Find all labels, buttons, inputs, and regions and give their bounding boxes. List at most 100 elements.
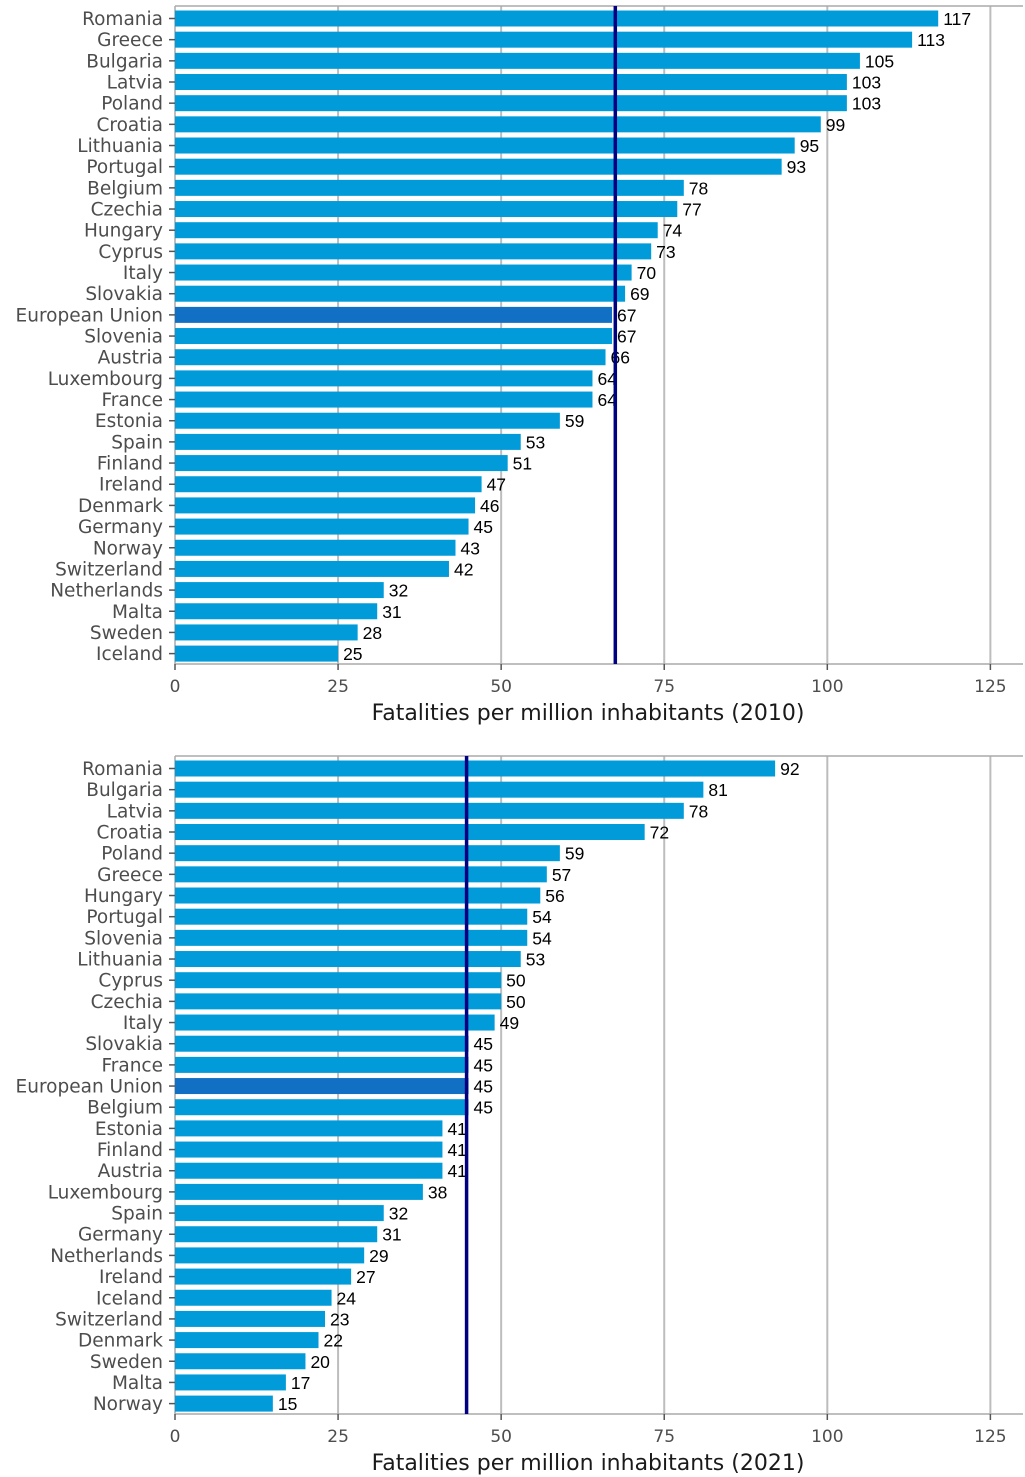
chart-panel-1: Romania 117 Greece 113 Bulgaria 105 Latvia 103 P… xyxy=(16,5,1023,726)
value-label: 51 xyxy=(513,454,532,474)
category-label: Iceland xyxy=(96,1288,163,1309)
category-label: Denmark xyxy=(78,1331,163,1352)
bar xyxy=(175,603,378,620)
value-label: 66 xyxy=(611,348,630,368)
value-label: 105 xyxy=(865,51,894,71)
bar xyxy=(175,1120,443,1137)
bar xyxy=(175,328,613,345)
category-label: Italy xyxy=(123,263,163,284)
bar xyxy=(175,781,704,798)
bar xyxy=(175,1162,443,1179)
bar xyxy=(175,1099,469,1116)
bar xyxy=(175,929,528,946)
bar xyxy=(175,560,449,577)
bar xyxy=(175,951,521,968)
bar xyxy=(175,972,502,989)
x-tick-label: 50 xyxy=(490,1427,512,1447)
value-label: 45 xyxy=(474,1055,493,1075)
category-label: Portugal xyxy=(86,157,163,178)
x-tick-label: 25 xyxy=(327,1427,349,1447)
value-label: 64 xyxy=(597,390,617,410)
category-label: Hungary xyxy=(84,221,163,242)
bar xyxy=(175,497,476,514)
bar xyxy=(175,1332,319,1349)
bar xyxy=(175,1247,365,1264)
category-label: Malta xyxy=(112,602,163,623)
bar xyxy=(175,645,339,662)
value-label: 42 xyxy=(454,559,473,579)
category-label: Slovenia xyxy=(84,327,163,348)
bar xyxy=(175,391,593,408)
bar xyxy=(175,1289,332,1306)
value-label: 25 xyxy=(343,644,362,664)
value-label: 46 xyxy=(480,496,499,516)
value-label: 50 xyxy=(506,971,526,991)
category-label: Cyprus xyxy=(98,971,163,992)
x-tick-label: 125 xyxy=(974,1427,1006,1447)
x-tick-label: 25 xyxy=(327,677,349,697)
bar xyxy=(175,10,939,27)
category-label: Germany xyxy=(78,517,163,538)
value-label: 69 xyxy=(630,284,649,304)
bar xyxy=(175,95,847,112)
category-label: Switzerland xyxy=(55,1309,163,1330)
bar xyxy=(175,179,684,196)
bar xyxy=(175,802,684,819)
bar xyxy=(175,349,606,366)
value-label: 77 xyxy=(682,200,701,220)
bar xyxy=(175,1395,273,1412)
value-label: 73 xyxy=(656,242,675,262)
x-axis-title: Fatalities per million inhabitants (2021… xyxy=(372,1451,805,1476)
bar xyxy=(175,845,560,862)
value-label: 67 xyxy=(617,327,636,347)
bar xyxy=(175,476,482,493)
bar xyxy=(175,518,469,535)
category-label: Austria xyxy=(98,1161,163,1182)
category-label: Norway xyxy=(93,1394,163,1415)
category-label: Lithuania xyxy=(77,136,163,157)
value-label: 93 xyxy=(787,157,806,177)
category-label: France xyxy=(101,1055,163,1076)
category-label: Ireland xyxy=(99,475,163,496)
value-label: 72 xyxy=(650,823,669,843)
bar xyxy=(175,433,521,450)
category-label: Greece xyxy=(97,30,163,51)
category-label: France xyxy=(101,390,163,411)
category-label: Greece xyxy=(97,865,163,886)
category-label: Norway xyxy=(93,538,163,559)
value-label: 53 xyxy=(526,950,545,970)
category-label: Portugal xyxy=(86,907,163,928)
category-label: European Union xyxy=(16,1077,163,1098)
category-label: Finland xyxy=(97,454,163,475)
bar xyxy=(175,1353,306,1370)
category-label: Latvia xyxy=(107,73,163,94)
category-label: Czechia xyxy=(91,200,163,221)
x-tick-label: 125 xyxy=(974,677,1006,697)
category-label: Luxembourg xyxy=(48,1182,163,1203)
value-label: 57 xyxy=(552,865,571,885)
bar xyxy=(175,866,547,883)
bar xyxy=(175,993,502,1010)
value-label: 81 xyxy=(708,780,727,800)
x-tick-label: 100 xyxy=(811,1427,843,1447)
bar xyxy=(175,455,508,472)
value-label: 70 xyxy=(637,263,657,283)
value-label: 92 xyxy=(780,759,799,779)
bar xyxy=(175,1226,378,1243)
bar xyxy=(175,243,652,260)
value-label: 32 xyxy=(389,581,408,601)
category-label: Malta xyxy=(112,1373,163,1394)
bar xyxy=(175,1078,469,1095)
category-label: Hungary xyxy=(84,886,163,907)
value-label: 27 xyxy=(356,1267,375,1287)
bar xyxy=(175,285,626,302)
category-label: Estonia xyxy=(95,411,163,432)
category-label: Italy xyxy=(123,1013,163,1034)
value-label: 45 xyxy=(474,517,493,537)
category-label: Lithuania xyxy=(77,950,163,971)
bar xyxy=(175,887,541,904)
value-label: 20 xyxy=(310,1352,330,1372)
value-label: 15 xyxy=(278,1394,297,1414)
